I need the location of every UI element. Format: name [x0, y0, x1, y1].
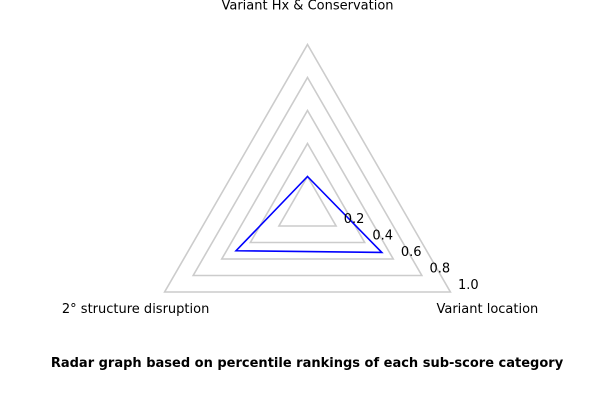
tick-label-1: 0.4	[372, 229, 393, 244]
axis-label-2: 2° structure disruption	[62, 302, 209, 317]
axis-labels: Variant Hx & Conservation Variant locatio…	[62, 0, 538, 317]
grid-ring-0	[279, 177, 336, 227]
tick-label-0: 0.2	[344, 212, 365, 227]
tick-label-2: 0.6	[401, 245, 422, 260]
axis-label-0: Variant Hx & Conservation	[221, 0, 393, 14]
tick-label-4: 1.0	[458, 278, 479, 293]
tick-label-3: 0.8	[429, 262, 450, 277]
grid-ring-1	[250, 144, 364, 243]
chart-caption: Radar graph based on percentile rankings…	[0, 356, 600, 371]
axis-label-1: Variant location	[436, 302, 538, 317]
